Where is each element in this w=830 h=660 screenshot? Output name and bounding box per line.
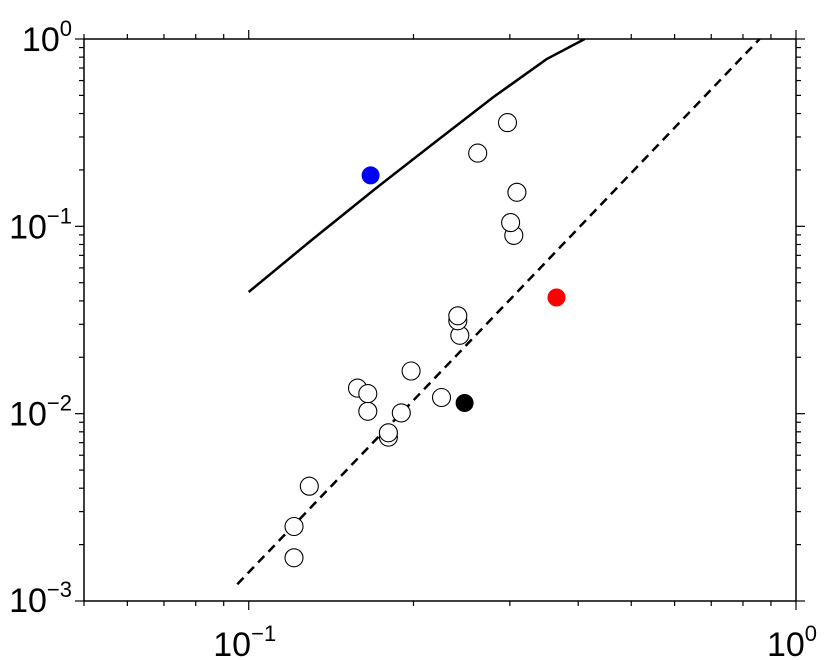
data-point-open (378, 423, 398, 443)
data-point-open (299, 476, 319, 496)
data-point-open (448, 306, 468, 326)
data-point-open (284, 516, 304, 537)
data-point-open (391, 403, 411, 423)
data-point-open (497, 113, 518, 133)
y-tick-label: 10−1 (9, 203, 72, 246)
x-tick-label: 10−1 (213, 621, 276, 660)
data-point-open (431, 387, 452, 408)
data-point-open (501, 213, 521, 233)
data-point-filled (455, 394, 474, 412)
lines-layer (236, 39, 761, 586)
data-point-open (468, 143, 488, 163)
labels-layer: 10−1 100 10−3 10−2 10−1 100 (9, 16, 817, 660)
y-tick-label: 100 (22, 16, 72, 59)
data-point-open (358, 401, 378, 421)
ticks-layer (75, 30, 805, 610)
data-point-filled (361, 166, 380, 185)
y-tick-label: 10−3 (9, 577, 72, 620)
data-point-open (284, 548, 304, 568)
plot-frame (83, 38, 797, 602)
points-layer (284, 113, 566, 568)
data-point-open (358, 384, 378, 404)
data-point-filled (547, 288, 566, 307)
x-tick-label: 100 (767, 621, 817, 660)
y-tick-label: 10−2 (9, 391, 72, 434)
data-point-open (507, 182, 527, 202)
solid-trend-line (247, 39, 586, 293)
data-point-open (401, 361, 421, 381)
dashed-trend-line (236, 39, 761, 586)
